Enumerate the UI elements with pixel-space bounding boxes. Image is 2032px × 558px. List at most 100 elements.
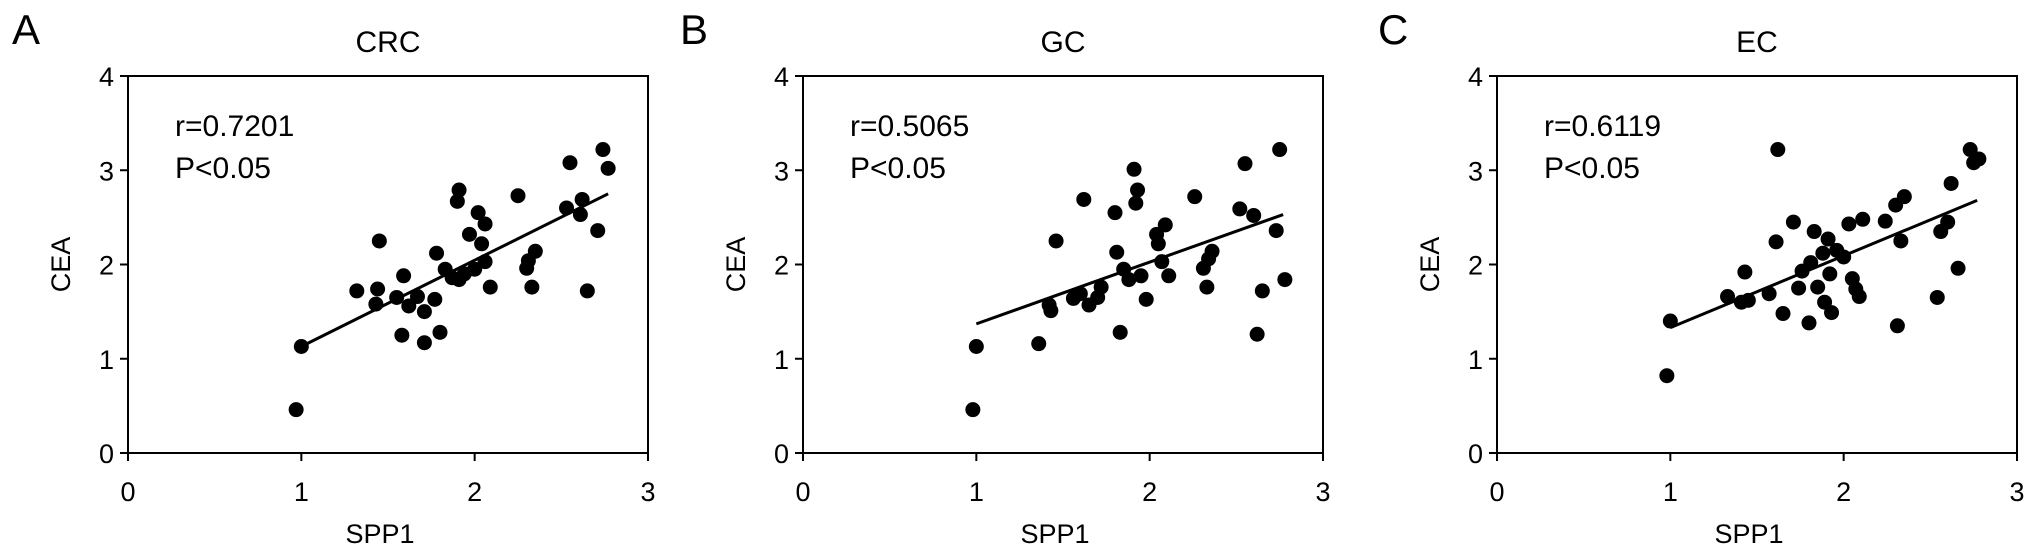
y-tick-label: 3: [1468, 156, 1483, 186]
data-point: [396, 268, 412, 284]
data-point: [1889, 318, 1905, 334]
data-point: [370, 281, 386, 297]
data-point: [1043, 303, 1059, 319]
panel-letter: A: [12, 6, 40, 53]
x-tick-label: 3: [2009, 477, 2024, 507]
data-point: [1768, 234, 1784, 250]
data-point: [562, 155, 578, 171]
y-axis-label: CEA: [721, 237, 751, 293]
y-tick-label: 0: [774, 439, 789, 469]
chart-title: CRC: [356, 26, 421, 59]
y-tick-label: 3: [99, 156, 114, 186]
data-point: [1204, 243, 1220, 259]
x-tick-label: 0: [795, 477, 810, 507]
chart-title: GC: [1041, 26, 1086, 59]
data-point: [1072, 286, 1088, 302]
data-point: [1112, 324, 1128, 340]
data-point: [1943, 175, 1959, 191]
data-point: [590, 223, 606, 239]
data-point: [1662, 313, 1678, 329]
data-point: [524, 279, 540, 295]
data-point: [1737, 264, 1753, 280]
data-point: [1161, 268, 1177, 284]
data-point: [1806, 224, 1822, 240]
data-point: [1791, 280, 1807, 296]
x-tick-label: 1: [294, 477, 309, 507]
data-point: [600, 160, 616, 176]
x-tick-label: 0: [120, 477, 135, 507]
data-point: [1659, 368, 1675, 384]
y-tick-label: 4: [774, 62, 789, 92]
chart-title: EC: [1736, 26, 1778, 59]
data-point: [288, 402, 304, 418]
data-point: [389, 289, 405, 305]
data-point: [1199, 279, 1215, 295]
data-point: [1824, 305, 1840, 321]
data-point: [470, 205, 486, 221]
data-point: [1107, 205, 1123, 221]
data-point: [1232, 201, 1248, 217]
data-point: [349, 283, 365, 299]
chart-panel-a: A CRC 0 1 2 3 4 0 1 2 3 SPP1 CEA r=0.7201 P<0.05: [12, 6, 656, 549]
x-tick-label: 3: [1315, 477, 1330, 507]
data-point: [1268, 223, 1284, 239]
data-point: [1851, 289, 1867, 305]
x-axis-label: SPP1: [1020, 519, 1089, 549]
y-tick-label: 3: [774, 156, 789, 186]
x-tick-label: 1: [969, 477, 984, 507]
data-point: [1187, 189, 1203, 205]
data-point: [579, 283, 595, 299]
y-tick-label: 0: [99, 439, 114, 469]
y-axis-label: CEA: [1415, 237, 1445, 293]
y-tick-label: 2: [99, 251, 114, 281]
data-point: [1971, 151, 1987, 167]
data-point: [293, 338, 309, 354]
correlation-r-label: r=0.7201: [175, 110, 294, 143]
data-point: [474, 236, 490, 252]
data-point: [449, 193, 465, 209]
data-point: [1940, 214, 1956, 230]
panel-letter: C: [1378, 6, 1408, 53]
data-point: [527, 243, 543, 259]
data-point: [968, 338, 984, 354]
data-point: [394, 327, 410, 343]
y-tick-label: 0: [1468, 439, 1483, 469]
chart-panel-b: B GC 0 1 2 3 4 0 1 2 3 SPP1 CEA r=0.5065 P<0.05: [680, 6, 1331, 549]
data-point: [1254, 283, 1270, 299]
p-value-label: P<0.05: [175, 152, 271, 185]
data-point: [1048, 233, 1064, 249]
data-point: [1877, 213, 1893, 229]
p-value-label: P<0.05: [1544, 152, 1640, 185]
data-point: [595, 142, 611, 158]
x-axis-label: SPP1: [1714, 519, 1783, 549]
x-axis-label: SPP1: [345, 519, 414, 549]
p-value-label: P<0.05: [850, 152, 946, 185]
data-point: [1770, 142, 1786, 158]
data-point: [1130, 182, 1146, 198]
data-point: [1093, 279, 1109, 295]
data-point: [1126, 161, 1142, 177]
x-tick-label: 2: [1142, 477, 1157, 507]
data-point: [482, 279, 498, 295]
data-point: [1822, 266, 1838, 282]
x-tick-label: 0: [1489, 477, 1504, 507]
trend-line: [1669, 199, 1978, 330]
data-point: [559, 200, 575, 216]
data-point: [409, 289, 425, 305]
y-axis-label: CEA: [46, 237, 76, 293]
y-tick-label: 2: [1468, 251, 1483, 281]
data-point: [416, 335, 432, 351]
data-point: [1157, 217, 1173, 233]
data-point: [371, 233, 387, 249]
y-tick-label: 1: [774, 345, 789, 375]
data-point: [1893, 233, 1909, 249]
data-point: [510, 188, 526, 204]
data-point: [368, 296, 384, 312]
x-tick-label: 1: [1663, 477, 1678, 507]
data-point: [1962, 142, 1978, 158]
data-point: [401, 298, 417, 314]
data-point: [461, 226, 477, 242]
y-tick-label: 1: [1468, 345, 1483, 375]
